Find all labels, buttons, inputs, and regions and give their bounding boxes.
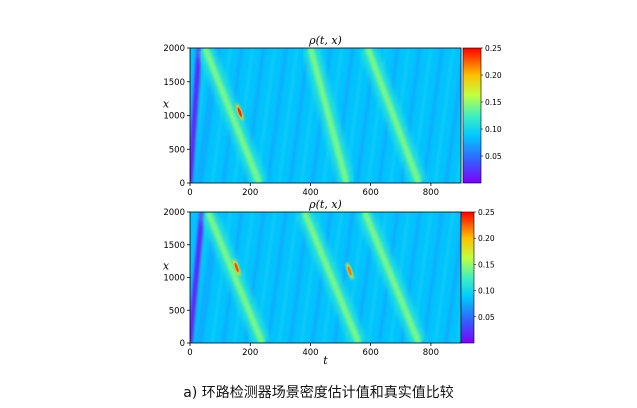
colorbar-tick-label: 0.10 (478, 287, 495, 296)
texture-streak (311, 212, 333, 343)
y-tick-label: 1500 (163, 241, 185, 251)
texture-streak (444, 225, 461, 343)
colorbar-tick-label: 0.15 (478, 260, 495, 269)
y-axis-label: x (163, 260, 170, 273)
x-tick-label: 0 (187, 348, 192, 358)
texture-streak (422, 48, 444, 183)
figure-caption: a) 环路检测器场景密度估计值和真实值比较 (0, 382, 637, 402)
colorbar (462, 47, 482, 184)
colorbar-tick-label: 0.05 (478, 313, 495, 322)
low-density-band (190, 48, 202, 183)
texture-streak (333, 212, 355, 343)
colorbar-tick-label: 0.20 (485, 71, 502, 80)
texture-streak (433, 212, 455, 343)
y-tick-label: 500 (169, 306, 185, 316)
colorbar-tick-label: 0.20 (478, 234, 495, 243)
congestion-wave (202, 48, 263, 183)
x-tick-label: 200 (242, 188, 258, 198)
texture-streak (255, 48, 277, 183)
caption-label: a) (183, 385, 198, 401)
texture-streak (366, 212, 388, 343)
y-tick-label: 1000 (163, 112, 185, 122)
texture-streak (344, 48, 366, 183)
colorbar-tick-label: 0.25 (485, 44, 502, 53)
y-axis-label: x (163, 98, 170, 111)
x-tick-label: 600 (363, 348, 379, 358)
texture-streak (288, 48, 310, 183)
texture-streak (210, 212, 232, 343)
texture-streak (210, 48, 232, 183)
congestion-wave (364, 48, 422, 183)
density-peak (234, 262, 239, 273)
congestion-wave (301, 212, 362, 343)
congestion-wave (205, 212, 266, 343)
y-tick-label: 1500 (163, 78, 185, 88)
x-tick-label: 200 (242, 348, 258, 358)
x-axis-label: t (323, 354, 328, 367)
y-tick-label: 500 (169, 145, 185, 155)
texture-streak (422, 212, 444, 343)
texture-streak (277, 212, 299, 343)
caption-text: 环路检测器场景密度估计值和真实值比较 (201, 385, 454, 401)
texture-streak (266, 212, 288, 343)
heatmap-panel-bottom: 0 200 400 600 800 0 500 1000 1500 2000 ρ(t, x) x t 0.… (163, 198, 495, 367)
y-tick-label: 0 (180, 179, 185, 189)
texture-streak (433, 48, 455, 183)
texture-streak (277, 48, 299, 183)
texture-streak (266, 48, 288, 183)
chart-title: ρ(t, x) (308, 198, 342, 211)
texture-streak (455, 305, 461, 343)
density-peak (237, 107, 242, 117)
chart-title: ρ(t, x) (308, 34, 342, 47)
colorbar (460, 211, 475, 344)
x-tick-label: 800 (423, 188, 439, 198)
colorbar-tick-label: 0.10 (485, 125, 502, 134)
x-tick-label: 400 (302, 348, 318, 358)
x-tick-label: 600 (363, 188, 379, 198)
heatmap-panel-top: 0 200 400 600 800 0 500 1000 1500 2000 ρ(t, x) x 0.0… (163, 34, 502, 198)
y-tick-label: 1000 (163, 274, 185, 284)
congestion-wave (307, 48, 350, 183)
texture-streak (455, 144, 461, 183)
y-tick-label: 0 (180, 339, 185, 349)
colorbar-tick-label: 0.25 (478, 208, 495, 217)
x-tick-label: 400 (302, 188, 318, 198)
x-tick-label: 0 (187, 188, 192, 198)
colorbar-tick-label: 0.05 (485, 152, 502, 161)
texture-streak (444, 61, 461, 183)
congestion-wave (361, 212, 422, 343)
y-tick-label: 2000 (163, 44, 185, 54)
colorbar-tick-label: 0.15 (485, 98, 502, 107)
texture-streak (233, 48, 255, 183)
y-tick-label: 2000 (163, 208, 185, 218)
low-density-band (190, 212, 205, 343)
density-peak (347, 266, 352, 276)
x-tick-label: 800 (423, 348, 439, 358)
